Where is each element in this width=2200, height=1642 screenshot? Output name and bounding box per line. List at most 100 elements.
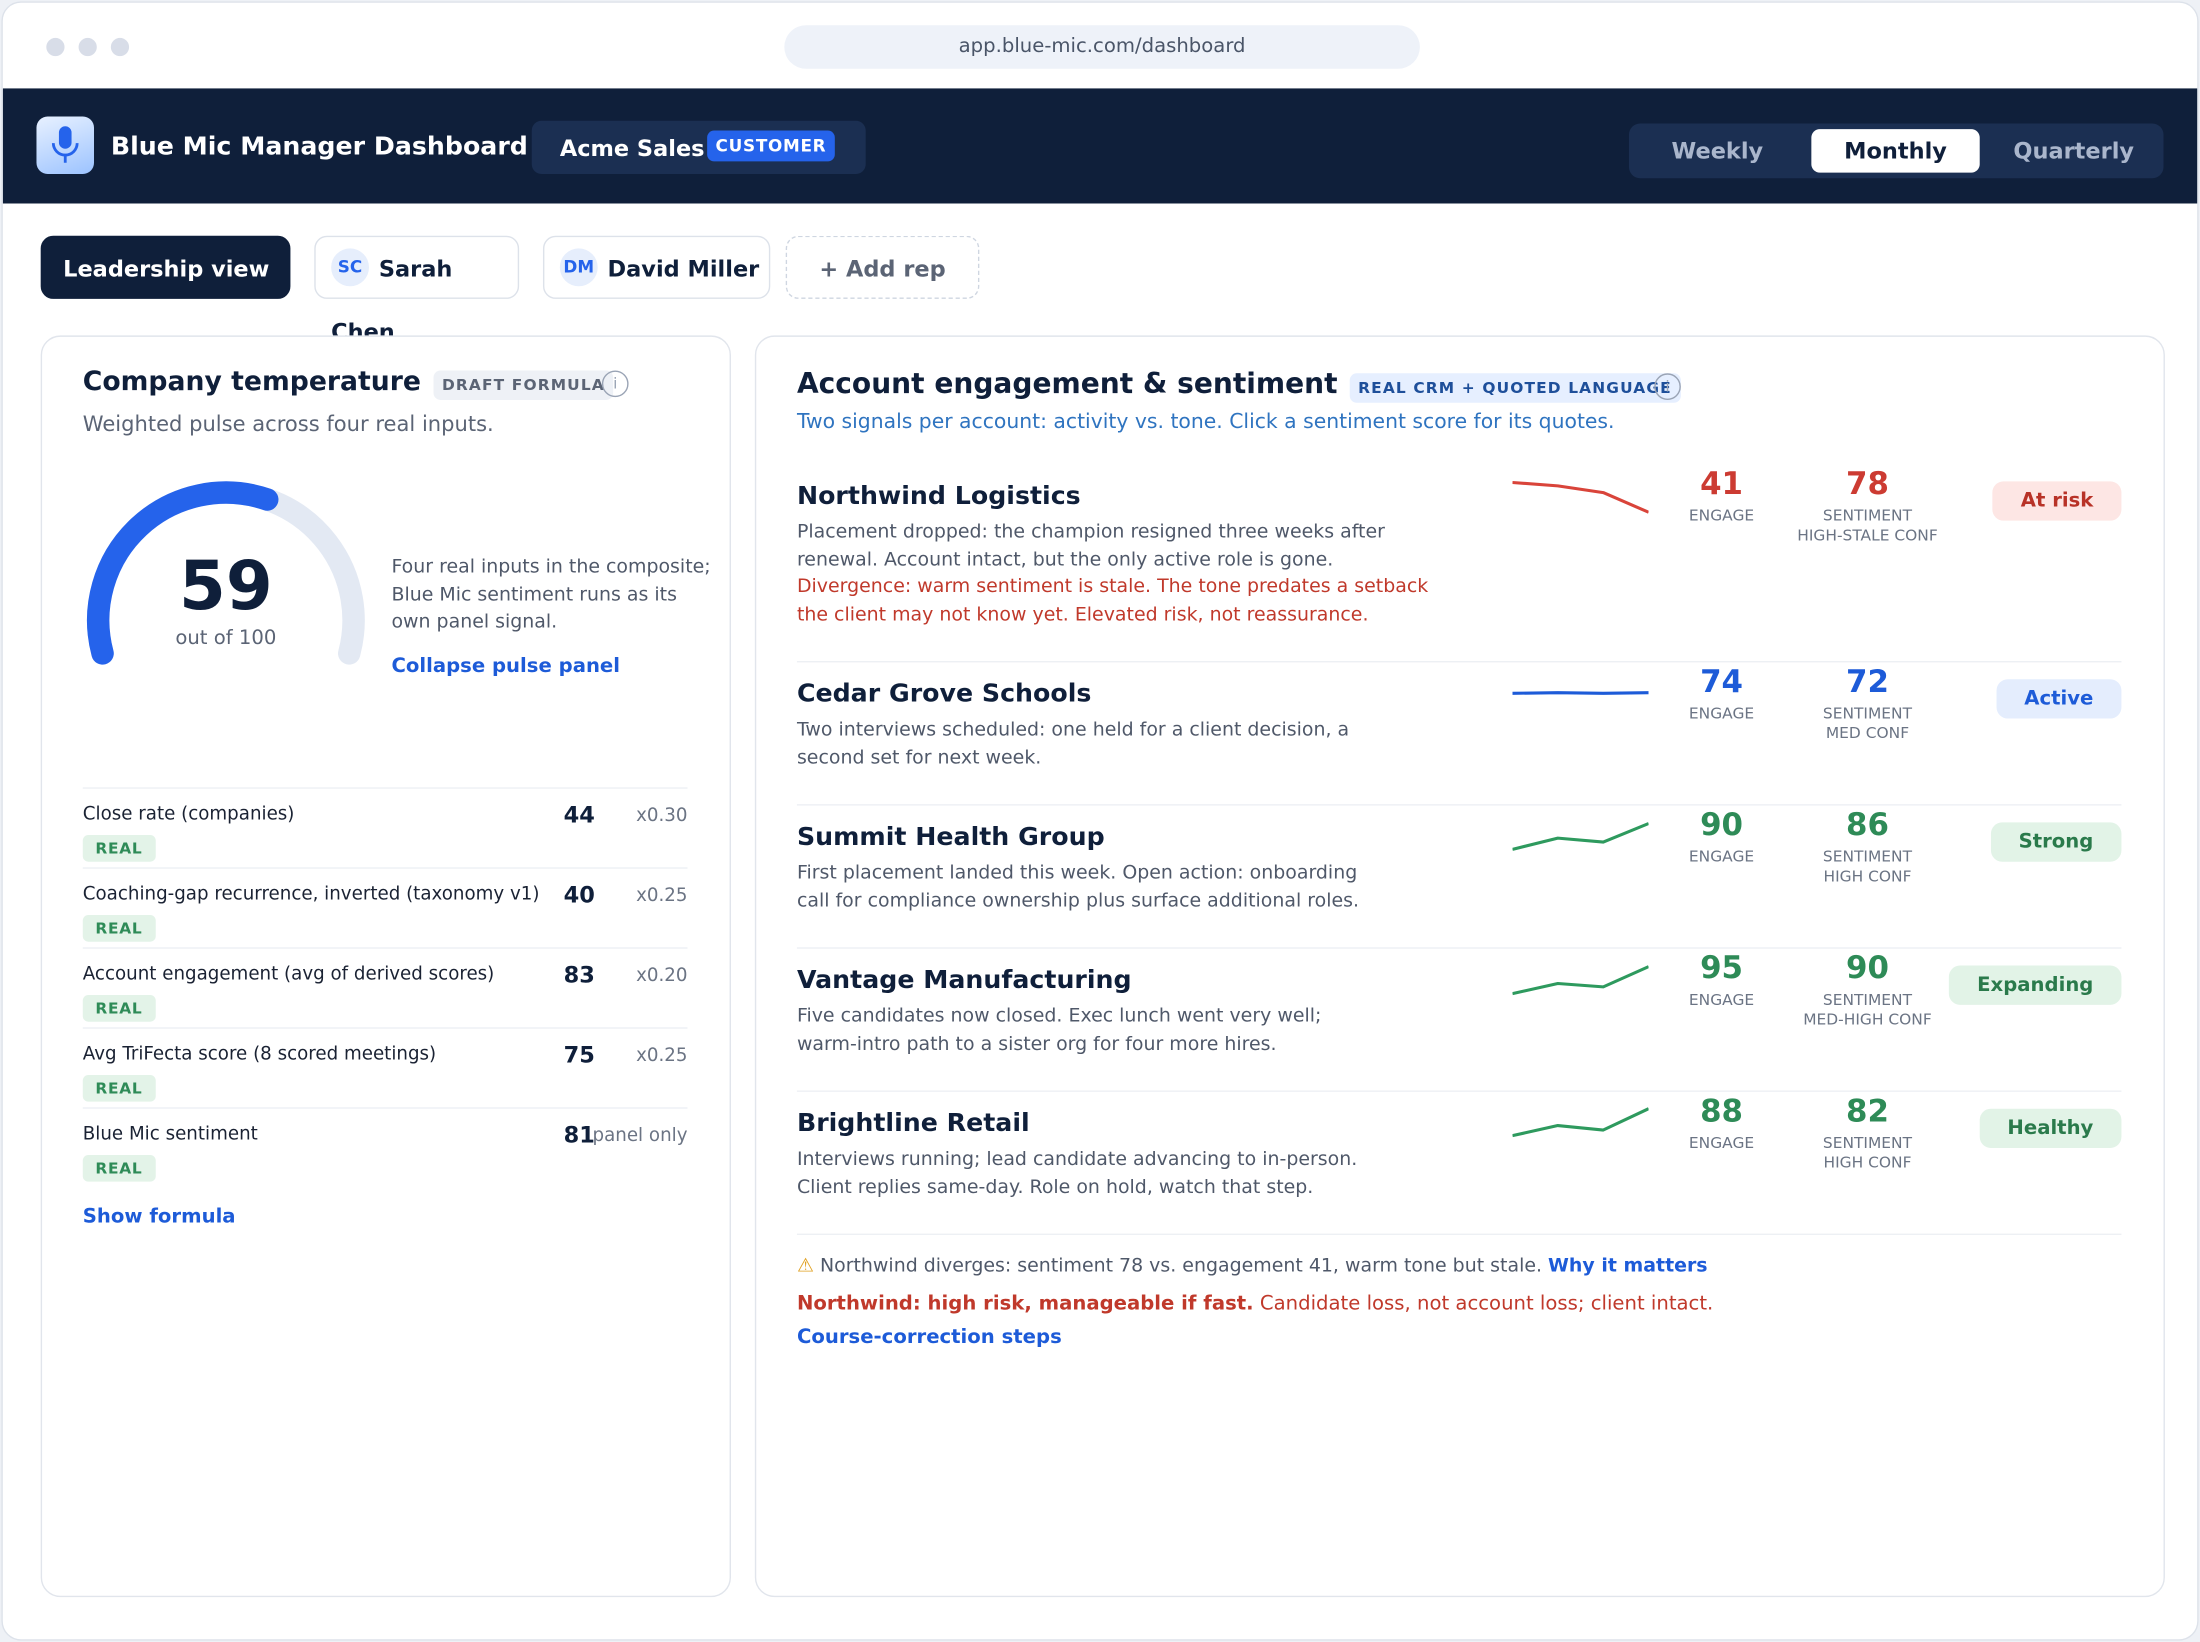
engage-label: ENGAGE	[1688, 704, 1755, 723]
engage-label: ENGAGE	[1688, 847, 1755, 866]
card-badge: DRAFT FORMULA	[433, 370, 614, 400]
tab-label: Leadership view	[63, 255, 270, 283]
sparkline	[1512, 965, 1649, 996]
input-value: 75	[563, 1041, 595, 1069]
window-dot	[78, 37, 97, 57]
sentiment-score[interactable]: 82	[1845, 1094, 1889, 1130]
info-icon[interactable]: i	[1654, 373, 1681, 400]
app-title: Blue Mic Manager Dashboard	[110, 131, 528, 162]
account-name: Vantage Manufacturing	[796, 965, 1132, 996]
steps-link[interactable]: Course-correction steps	[796, 1326, 1062, 1349]
input-weight: x0.30	[636, 805, 688, 827]
input-value: 40	[563, 881, 595, 909]
input-label: Blue Mic sentiment	[82, 1124, 258, 1146]
input-row: Coaching-gap recurrence, inverted (taxon…	[82, 867, 688, 948]
period-switch: Weekly Monthly Quarterly	[1628, 123, 2164, 179]
sentiment-score[interactable]: 90	[1845, 951, 1889, 987]
window-dot	[46, 37, 65, 57]
account-row: Summit Health Group First placement lande…	[796, 806, 2122, 949]
input-row: Blue Mic sentiment REAL 81 panel only	[82, 1107, 688, 1188]
account-row: Brightline Retail Interviews running; lea…	[796, 1092, 2122, 1236]
status-pill: At risk	[1992, 481, 2122, 521]
sentiment-score[interactable]: 86	[1845, 808, 1889, 844]
gauge-note: Four real inputs in the composite; Blue …	[391, 555, 711, 633]
alert-link[interactable]: Why it matters	[1548, 1254, 1708, 1278]
tab[interactable]: SC Sarah Chen	[314, 235, 520, 345]
input-weight: x0.25	[636, 885, 688, 907]
sparkline	[1512, 691, 1649, 695]
input-tag: REAL	[82, 915, 156, 942]
input-weight: panel only	[592, 1125, 688, 1147]
engage-label: ENGAGE	[1688, 990, 1755, 1010]
input-tag: REAL	[82, 995, 156, 1022]
confidence-label: HIGH CONF	[1823, 1153, 1912, 1172]
gauge-value: 59	[179, 547, 273, 626]
account-name: Northwind Logistics	[796, 481, 1081, 511]
tab[interactable]: DM David Miller	[542, 235, 771, 299]
url-bar[interactable]: app.blue-mic.com/dashboard	[784, 25, 1420, 69]
account-name: Cedar Grove Schools	[796, 679, 1092, 709]
input-label: Avg TriFecta score (8 scored meetings)	[82, 1044, 437, 1066]
alert: ⚠ Northwind diverges: sentiment 78 vs. e…	[797, 1235, 2121, 1349]
alert-icon: ⚠	[796, 1254, 814, 1278]
input-row: Close rate (companies) REAL 44 x0.30	[82, 787, 688, 868]
org-switcher[interactable]: Acme Sales CUSTOMER	[531, 120, 866, 175]
input-row: Avg TriFecta score (8 scored meetings) RE…	[82, 1027, 688, 1108]
account-row: Cedar Grove Schools Two interviews schedu…	[796, 662, 2122, 806]
card-subtitle: Weighted pulse across four real inputs.	[82, 411, 494, 437]
sentiment-label: SENTIMENT	[1822, 990, 1913, 1010]
input-label: Coaching-gap recurrence, inverted (taxon…	[82, 884, 540, 906]
risk-line: Northwind: high risk, manageable if fast…	[797, 1293, 2121, 1315]
formula-link[interactable]: Show formula	[82, 1205, 236, 1228]
input-row: Account engagement (avg of derived score…	[82, 947, 688, 1028]
input-value: 83	[563, 961, 595, 989]
tab[interactable]: Leadership view	[40, 235, 291, 299]
input-tag: REAL	[82, 1155, 156, 1182]
trend-line	[1512, 965, 1649, 996]
account-description: Placement dropped: the champion resigned…	[796, 520, 1385, 571]
account-list: Northwind Logistics Placement dropped: th…	[796, 465, 2122, 1349]
account-row: Northwind Logistics Placement dropped: th…	[796, 465, 2122, 663]
accounts-card: Account engagement & sentiment REAL CRM …	[754, 335, 2165, 1598]
account-description: Two interviews scheduled: one held for a…	[796, 718, 1350, 769]
account-description: Interviews running; lead candidate advan…	[796, 1147, 1358, 1198]
collapse-link[interactable]: Collapse pulse panel	[391, 655, 620, 678]
org-badge: CUSTOMER	[707, 130, 835, 162]
account-row: Vantage Manufacturing Five candidates now…	[796, 949, 2122, 1092]
add-rep[interactable]: + Add rep	[785, 235, 980, 299]
engage-score: 88	[1700, 1094, 1744, 1130]
period-button[interactable]: Monthly	[1811, 129, 1980, 173]
card-subtitle: Two signals per account: activity vs. to…	[796, 411, 1615, 434]
sparkline	[1512, 480, 1649, 514]
trend-line	[1512, 691, 1649, 695]
card-title: Company temperature	[82, 366, 422, 398]
card-badge: REAL CRM + QUOTED LANGUAGE	[1349, 373, 1681, 403]
sentiment-score[interactable]: 72	[1845, 665, 1889, 701]
trend-line	[1512, 1107, 1649, 1138]
period-button[interactable]: Weekly	[1671, 137, 1764, 165]
account-description: Five candidates now closed. Exec lunch w…	[796, 1004, 1322, 1055]
account-name: Brightline Retail	[796, 1108, 1030, 1139]
account-name: Summit Health Group	[796, 822, 1105, 852]
alert-text: Northwind diverges: sentiment 78 vs. eng…	[819, 1254, 1543, 1278]
input-label: Close rate (companies)	[82, 804, 295, 826]
sentiment-score[interactable]: 78	[1845, 467, 1889, 503]
avatar: SC	[331, 248, 370, 287]
temperature-card: Company temperature DRAFT FORMULA i Weig…	[40, 335, 731, 1598]
engage-score: 90	[1700, 808, 1744, 844]
trend-line	[1512, 480, 1649, 514]
input-value: 44	[563, 801, 595, 829]
status-pill: Strong	[1990, 822, 2122, 862]
status-pill: Healthy	[1979, 1108, 2122, 1148]
risk-lead: Northwind: high risk, manageable if fast…	[796, 1292, 1254, 1316]
header: Blue Mic Manager Dashboard Acme Sales CU…	[2, 88, 2198, 204]
confidence-label: MED CONF	[1825, 724, 1910, 743]
info-icon[interactable]: i	[601, 370, 629, 398]
input-tag: REAL	[82, 1075, 156, 1102]
period-button[interactable]: Quarterly	[2013, 137, 2135, 165]
gauge-arc	[87, 481, 279, 665]
card-title: Account engagement & sentiment	[796, 366, 1338, 400]
confidence-label: HIGH CONF	[1823, 867, 1912, 886]
